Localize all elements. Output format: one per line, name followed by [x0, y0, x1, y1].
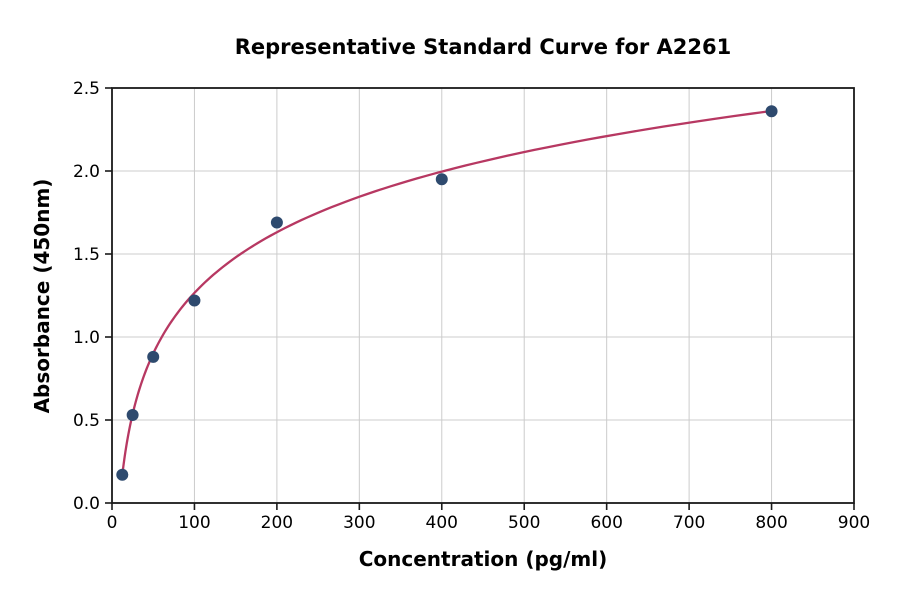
- x-tick-label: 300: [343, 513, 375, 533]
- y-tick-label: 0.5: [73, 411, 100, 431]
- x-tick-label: 100: [178, 513, 210, 533]
- y-tick-label: 1.0: [73, 328, 100, 348]
- x-tick-label: 200: [261, 513, 293, 533]
- y-axis-label: Absorbance (450nm): [30, 178, 54, 414]
- x-tick-label: 600: [590, 513, 622, 533]
- data-point: [188, 294, 201, 307]
- x-tick-label: 700: [673, 513, 705, 533]
- data-point: [126, 409, 139, 422]
- x-tick-label: 500: [508, 513, 540, 533]
- chart-title: Representative Standard Curve for A2261: [234, 35, 732, 59]
- data-point: [435, 173, 448, 186]
- y-tick-label: 2.5: [73, 79, 100, 99]
- x-tick-label: 900: [838, 513, 870, 533]
- data-point: [116, 468, 129, 481]
- x-tick-label: 400: [426, 513, 458, 533]
- plot-border: [111, 87, 855, 504]
- x-tick-label: 0: [107, 513, 118, 533]
- y-tick-label: 1.5: [73, 245, 100, 265]
- data-point: [270, 216, 283, 229]
- data-point: [147, 350, 160, 363]
- x-axis-label: Concentration (pg/ml): [358, 547, 608, 571]
- y-tick-label: 2.0: [73, 162, 100, 182]
- y-tick-label: 0.0: [73, 494, 100, 514]
- data-point: [765, 105, 778, 118]
- x-tick-label: 800: [755, 513, 787, 533]
